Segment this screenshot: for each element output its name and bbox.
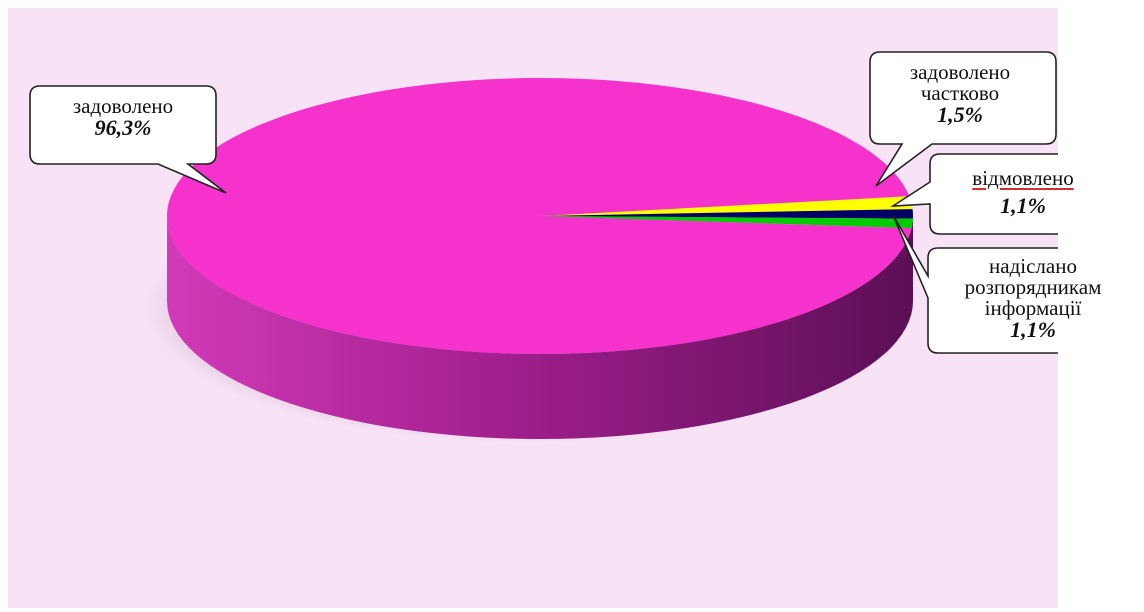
callout-text-partially-satisfied: задоволено частково 1,5% — [870, 62, 1050, 126]
slice-partially-satisfied — [540, 196, 913, 216]
pie-chart-area: задоволено 96,3% задоволено частково 1,5… — [8, 8, 1101, 608]
callout-box-satisfied — [29, 85, 227, 194]
callout-text-refused: відмовлено 1,1% — [938, 168, 1108, 217]
slice-value-label: 1,1% — [1010, 317, 1056, 342]
slice-refused — [540, 209, 913, 219]
slice-label: задоволено — [72, 94, 174, 118]
slice-label: задоволено — [909, 60, 1011, 84]
slice-satisfied — [167, 77, 912, 354]
pie-chart — [8, 8, 1058, 608]
callout-boxes — [29, 51, 1058, 354]
callout-box-refused — [890, 153, 1058, 235]
callout-text-forwarded: надіслано розпорядникам інформації 1,1% — [928, 256, 1138, 341]
slice-value-label: 96,3% — [94, 115, 152, 140]
callout-box-partially-satisfied — [869, 51, 1057, 187]
slice-label: частково — [920, 81, 1000, 105]
pie-side-wall — [167, 216, 913, 439]
slice-label: інформації — [984, 296, 1082, 320]
slice-label: надіслано — [989, 254, 1077, 278]
pie-slices — [167, 77, 913, 354]
slice-label: розпорядникам — [964, 275, 1102, 299]
slice-forwarded — [540, 216, 913, 229]
slice-value-label: 1,1% — [1000, 193, 1046, 218]
slice-value-label: 1,5% — [937, 102, 983, 127]
callout-box-forwarded — [892, 214, 1058, 354]
callout-text-satisfied: задоволено 96,3% — [38, 96, 208, 139]
slice-label: відмовлено — [972, 166, 1074, 190]
